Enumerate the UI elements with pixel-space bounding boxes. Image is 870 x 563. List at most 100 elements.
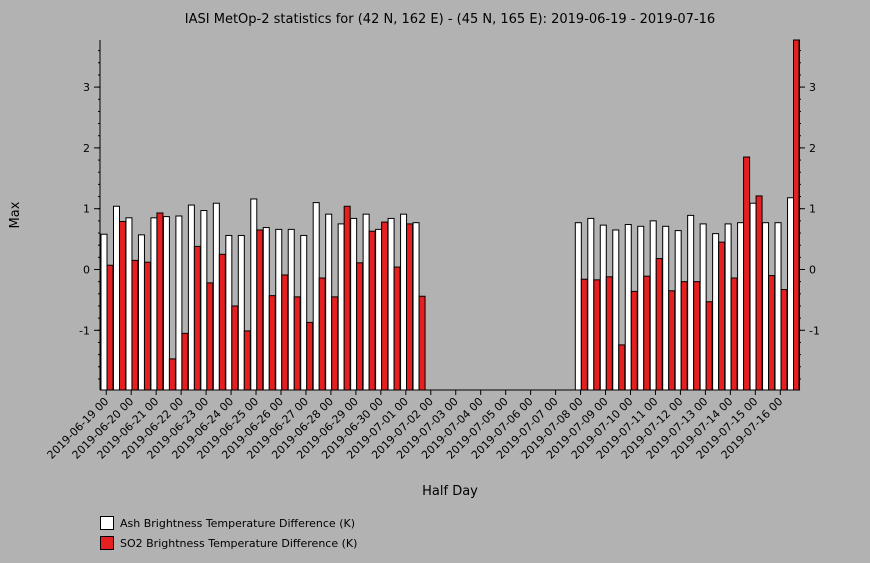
so2-bar (356, 262, 364, 391)
ash-bar (312, 202, 320, 391)
ash-bar (587, 217, 595, 391)
legend: Ash Brightness Temperature Difference (K… (100, 513, 357, 553)
so2-bar (281, 274, 289, 391)
ash-bar (774, 222, 782, 391)
ash-bar (687, 214, 695, 391)
so2-bar (605, 276, 613, 391)
ash-bar (762, 222, 770, 391)
so2-bar (406, 223, 414, 391)
ash-bar (250, 198, 258, 391)
ash-bar (662, 225, 670, 391)
ash-bar (212, 202, 220, 391)
so2-bar (655, 258, 663, 391)
y-tick-label-right: 2 (809, 142, 816, 155)
so2-bar (618, 344, 626, 391)
so2-bar (718, 241, 726, 391)
so2-bar (306, 321, 314, 391)
ash-bar (150, 217, 158, 391)
bars-layer (100, 39, 801, 391)
y-tick-label-right: 0 (809, 264, 816, 277)
so2-bar (693, 281, 701, 391)
so2-bar (106, 264, 114, 391)
ash-bar (200, 210, 208, 391)
so2-bar (730, 277, 738, 391)
ash-bar (387, 217, 395, 391)
ash-bar (624, 224, 632, 391)
y-tick-label-left: -1 (79, 324, 90, 337)
so2-bar (643, 275, 651, 391)
so2-bar (743, 156, 751, 391)
ash-bar (612, 229, 620, 391)
ash-bar (699, 223, 707, 391)
ash-bar (112, 205, 120, 391)
ash-bar (337, 223, 345, 391)
ash-bar (712, 233, 720, 391)
legend-item-so2: SO2 Brightness Temperature Difference (K… (100, 533, 357, 553)
so2-bar (318, 277, 326, 391)
so2-bar (218, 253, 226, 391)
so2-bar (206, 282, 214, 391)
ash-bar (187, 204, 195, 391)
ash-bar (724, 223, 732, 391)
ash-bar (262, 227, 270, 391)
chart-title: IASI MetOp-2 statistics for (42 N, 162 E… (185, 12, 715, 27)
so2-bar (755, 195, 763, 391)
ash-bar (375, 228, 383, 391)
legend-item-ash: Ash Brightness Temperature Difference (K… (100, 513, 357, 533)
ash-bar (749, 202, 757, 391)
y-tick-label-right: 3 (809, 81, 816, 94)
ash-bar (137, 234, 145, 391)
ash-bar (175, 215, 183, 391)
legend-label-so2: SO2 Brightness Temperature Difference (K… (120, 536, 358, 550)
ash-bar (674, 230, 682, 391)
so2-bar (293, 296, 301, 391)
so2-bar (593, 279, 601, 391)
so2-bar (168, 358, 176, 391)
y-tick-label-left: 3 (83, 81, 90, 94)
ash-bar (362, 213, 370, 391)
ash-bar (287, 228, 295, 391)
so2-bar (630, 290, 638, 391)
ash-bar (787, 197, 795, 391)
so2-bar (705, 301, 713, 391)
ash-bar (237, 234, 245, 391)
so2-bar (418, 295, 426, 391)
ash-bar (125, 217, 133, 391)
so2-bar (268, 295, 276, 391)
so2-bar (256, 229, 264, 391)
x-axis-label: Half Day (422, 484, 478, 499)
y-tick-label-left: 0 (83, 264, 90, 277)
ash-bar (412, 222, 420, 391)
so2-bar (118, 220, 126, 391)
so2-bar (343, 205, 351, 391)
ash-bar (300, 234, 308, 391)
so2-bar (243, 330, 251, 391)
so2-bar (143, 261, 151, 391)
y-tick-label-left: 1 (83, 203, 90, 216)
ash-bar (162, 216, 170, 391)
so2-bar (231, 305, 239, 391)
ash-bar (350, 217, 358, 391)
ash-bar (275, 228, 283, 391)
ash-bar (599, 224, 607, 391)
ash-bar (100, 233, 108, 391)
axes-layer: -1 -1 0 0 1 1 2 2 3 3 (79, 40, 820, 391)
legend-swatch-ash (100, 516, 114, 530)
ash-bar (574, 222, 582, 391)
y-tick-label-right: 1 (809, 203, 816, 216)
y-axis-label: Max (8, 201, 23, 228)
legend-label-ash: Ash Brightness Temperature Difference (K… (120, 516, 355, 530)
legend-swatch-so2 (100, 536, 114, 550)
y-tick-label-right: -1 (809, 324, 820, 337)
so2-bar (580, 278, 588, 391)
so2-bar (368, 230, 376, 391)
so2-bar (331, 296, 339, 391)
so2-bar (780, 289, 788, 391)
so2-bar (680, 281, 688, 391)
so2-bar (393, 266, 401, 391)
so2-bar (181, 332, 189, 391)
so2-bar (131, 259, 139, 391)
ash-bar (649, 220, 657, 391)
